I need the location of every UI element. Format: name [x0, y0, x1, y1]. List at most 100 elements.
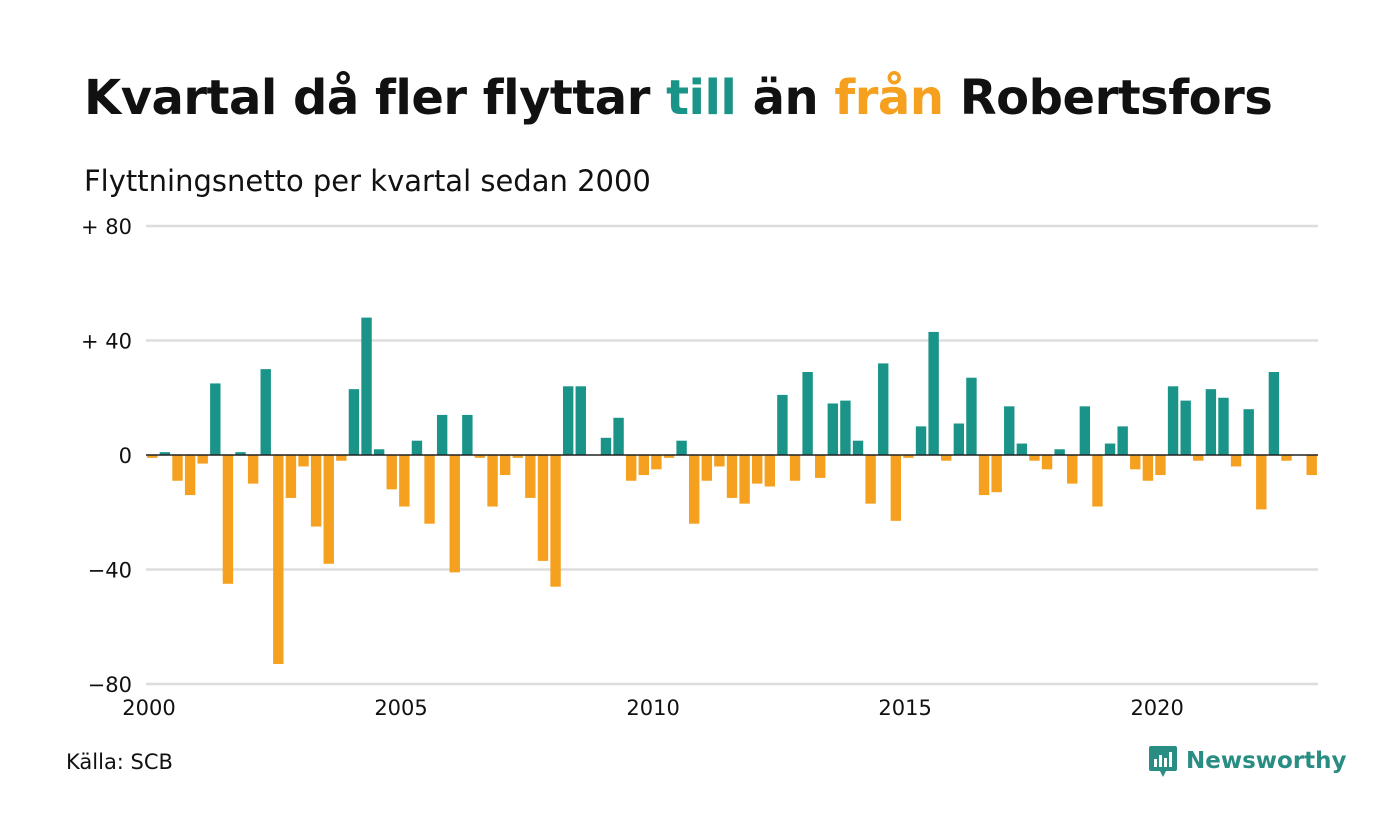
title-part2: än	[736, 70, 835, 126]
bar	[1117, 426, 1128, 456]
bar	[499, 455, 511, 476]
bar	[1054, 449, 1065, 455]
bar	[1180, 400, 1191, 455]
y-tick-label: + 40	[81, 330, 132, 354]
y-tick-label: −80	[88, 673, 132, 697]
bar	[285, 455, 297, 498]
bar	[323, 455, 334, 564]
bar	[361, 317, 372, 455]
bar	[726, 455, 738, 498]
bar	[550, 455, 561, 587]
x-tick-label: 2010	[626, 696, 679, 720]
bar	[1205, 389, 1217, 455]
bar	[903, 455, 914, 458]
bar	[1155, 455, 1166, 476]
bar	[1218, 397, 1229, 455]
bar	[449, 455, 460, 573]
bar	[941, 455, 952, 461]
bar	[1243, 409, 1254, 455]
x-tick-label: 2000	[122, 696, 175, 720]
bar	[638, 455, 649, 476]
bar	[915, 426, 927, 456]
bar	[298, 455, 309, 467]
bar	[235, 452, 246, 455]
bar	[1004, 406, 1015, 455]
bar	[1142, 455, 1154, 481]
bar	[537, 455, 549, 561]
bar	[1067, 455, 1078, 484]
bar	[688, 455, 700, 524]
bar	[512, 455, 523, 458]
bar	[147, 455, 158, 458]
bar	[827, 403, 839, 455]
bar	[701, 455, 712, 481]
newsworthy-logo: Newsworthy	[1148, 744, 1347, 778]
bar	[336, 455, 347, 461]
bar	[474, 455, 486, 458]
bar	[172, 455, 183, 481]
bar	[1256, 455, 1267, 510]
bar	[424, 455, 435, 524]
y-tick-label: + 80	[81, 215, 132, 239]
bar	[739, 455, 750, 504]
bar	[840, 400, 851, 455]
bar	[625, 455, 637, 481]
bar	[651, 455, 662, 470]
bar	[991, 455, 1002, 493]
bar	[462, 414, 473, 455]
title-negative-word: från	[834, 70, 944, 126]
x-tick-label: 2020	[1130, 696, 1183, 720]
bar	[852, 440, 864, 455]
bar	[1079, 406, 1091, 455]
x-tick-label: 2015	[878, 696, 931, 720]
bar	[1306, 455, 1317, 476]
bar	[1029, 455, 1040, 461]
bar	[386, 455, 397, 490]
bar	[802, 371, 813, 455]
bar	[789, 455, 801, 481]
bar	[575, 386, 586, 455]
bar	[890, 455, 902, 521]
bar	[663, 455, 675, 458]
bar	[273, 455, 284, 664]
bar	[197, 455, 208, 464]
newsworthy-logo-icon	[1149, 746, 1177, 777]
bar	[953, 423, 965, 455]
title-part3: Robertsfors	[943, 70, 1273, 126]
bar	[815, 455, 826, 478]
bar	[184, 455, 196, 496]
bar	[978, 455, 990, 496]
bar	[411, 440, 423, 455]
bar	[752, 455, 763, 484]
bar	[1130, 455, 1141, 470]
y-tick-label: 0	[119, 444, 132, 468]
bar	[1281, 455, 1292, 461]
bar	[613, 417, 624, 455]
bar	[1268, 371, 1280, 455]
bar	[676, 440, 687, 455]
bar	[1193, 455, 1204, 461]
chart-title: Kvartal då fler flyttar till än från Rob…	[84, 70, 1273, 126]
bar	[222, 455, 234, 584]
bar	[1016, 443, 1028, 455]
bar	[562, 386, 574, 455]
bar	[399, 455, 410, 507]
bar	[928, 331, 939, 455]
bar	[1092, 455, 1103, 507]
bar	[487, 455, 498, 507]
bar	[865, 455, 876, 504]
source-note: Källa: SCB	[66, 750, 173, 774]
bar	[600, 437, 612, 455]
bar	[777, 394, 788, 455]
bar	[348, 389, 360, 455]
bar	[373, 449, 385, 455]
bar	[1230, 455, 1242, 467]
bar	[764, 455, 776, 487]
bar	[1041, 455, 1053, 470]
bar	[260, 369, 271, 456]
bar	[525, 455, 536, 498]
y-tick-label: −40	[88, 559, 132, 583]
bar	[210, 383, 221, 455]
bar	[1167, 386, 1179, 455]
